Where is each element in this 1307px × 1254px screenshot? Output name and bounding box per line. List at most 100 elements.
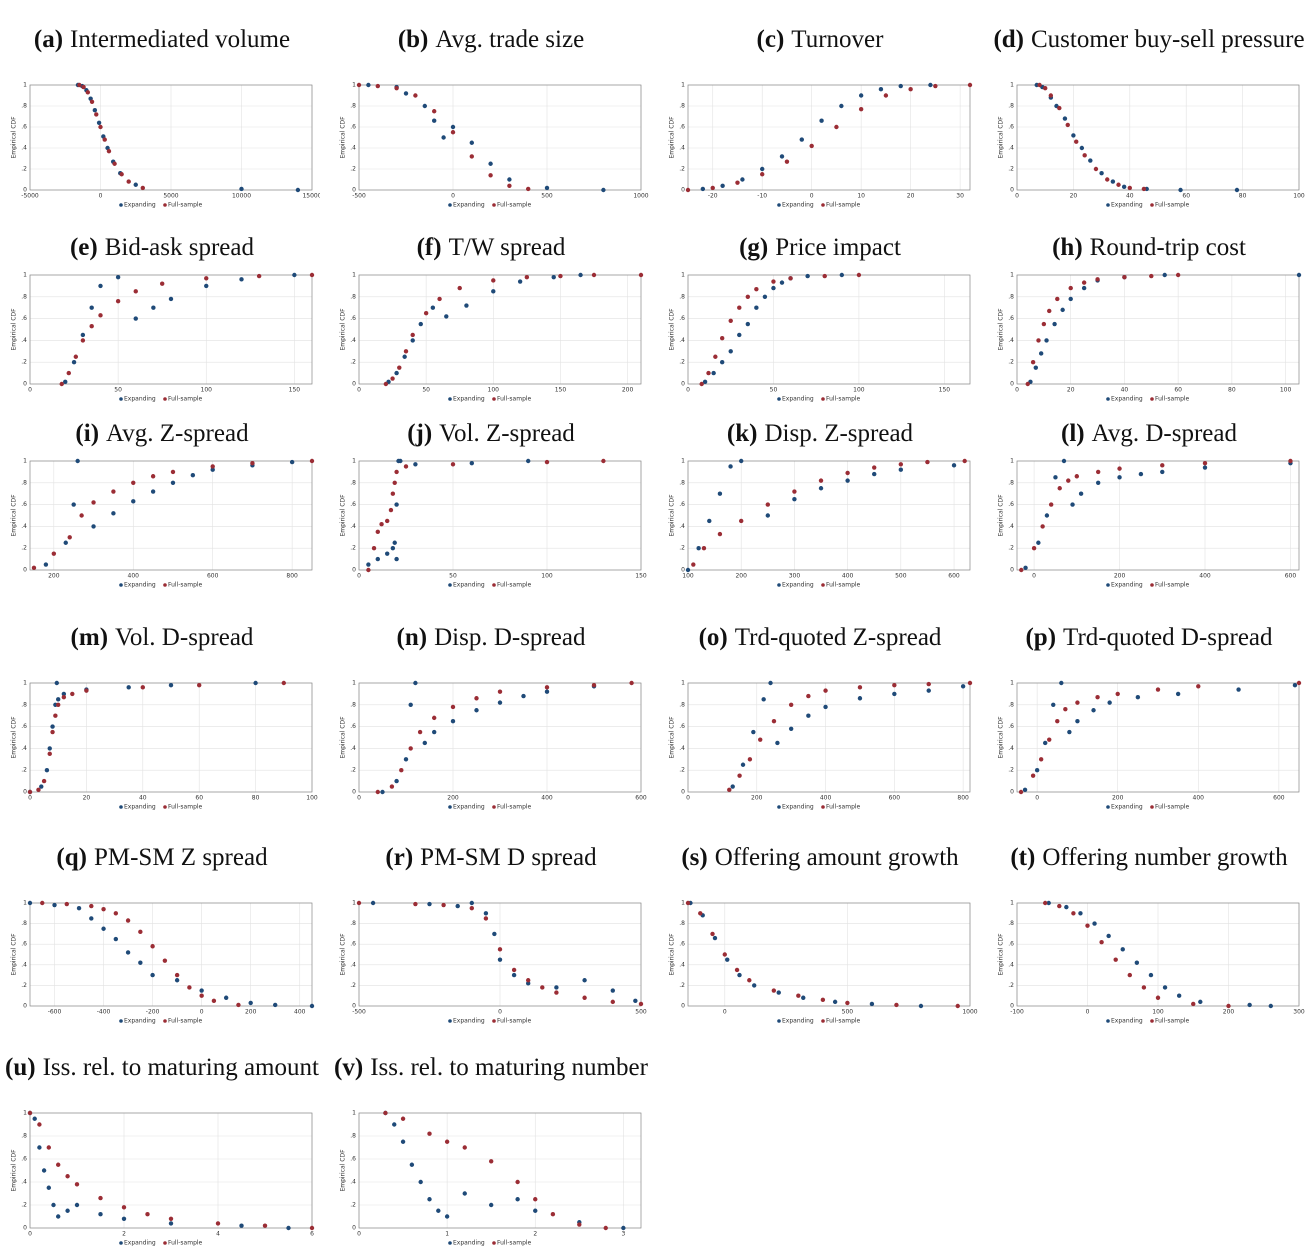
x-tick-label: 80	[1239, 193, 1247, 200]
y-tick-label: .2	[21, 166, 27, 173]
legend-marker	[492, 805, 496, 809]
point	[98, 124, 103, 130]
point	[423, 310, 429, 316]
point	[839, 103, 844, 109]
point	[1127, 185, 1132, 191]
point	[760, 166, 765, 172]
legend-label: Full-sample	[497, 582, 532, 589]
y-tick-label: .8	[21, 701, 27, 708]
chart: 0 .2 .4 .6 .8 1 0 50 100 150 Empirical CDF Expandin…	[340, 458, 647, 589]
point	[444, 1139, 450, 1144]
point	[771, 988, 777, 993]
point	[413, 93, 418, 98]
legend-label: Expanding	[124, 582, 156, 589]
y-tick-label: 0	[681, 381, 685, 388]
legend-label: Expanding	[453, 582, 485, 589]
point	[39, 784, 44, 789]
y-tick-label: 1	[681, 458, 685, 465]
point	[450, 124, 456, 130]
point	[603, 1225, 608, 1231]
point	[441, 902, 446, 908]
point	[366, 567, 371, 573]
y-tick-label: 1	[1010, 900, 1014, 907]
y-axis-label: Empirical CDF	[340, 308, 347, 351]
point	[1088, 158, 1093, 163]
legend-label: Full-sample	[497, 396, 532, 403]
y-axis-label: Empirical CDF	[669, 116, 676, 159]
x-tick-label: 150	[289, 387, 301, 394]
point	[1081, 285, 1087, 291]
point	[474, 696, 479, 701]
point	[101, 926, 106, 931]
point	[1047, 308, 1052, 314]
point	[1060, 307, 1065, 313]
y-tick-label: .6	[1008, 124, 1014, 131]
point	[174, 972, 180, 978]
point	[80, 338, 86, 343]
point	[818, 486, 824, 491]
legend-marker	[1106, 397, 1110, 401]
point	[98, 283, 103, 289]
point	[119, 172, 124, 177]
plot-frame	[29, 902, 313, 1007]
point	[1033, 365, 1038, 370]
y-tick-label: 0	[352, 567, 356, 574]
legend-marker	[119, 1241, 123, 1245]
point	[1115, 691, 1120, 697]
y-tick-label: 0	[1010, 187, 1014, 194]
x-tick-label: -500	[352, 193, 366, 200]
point	[1030, 360, 1036, 365]
point	[74, 1182, 80, 1187]
point	[474, 708, 479, 713]
point	[707, 518, 712, 524]
point	[544, 685, 550, 690]
point	[1061, 458, 1067, 464]
point	[1175, 691, 1181, 697]
x-tick-label: 0	[28, 387, 32, 394]
y-tick-label: .4	[350, 337, 356, 344]
point	[839, 272, 845, 278]
y-axis-label: Empirical CDF	[340, 116, 347, 159]
y-tick-label: .2	[1008, 767, 1014, 774]
x-tick-label: 20	[83, 795, 91, 802]
plot-frame	[29, 1112, 313, 1229]
x-tick-label: 20	[1070, 193, 1078, 200]
y-axis-label: Empirical CDF	[998, 716, 1005, 759]
x-tick-label: 150	[939, 387, 951, 394]
y-axis-label: Empirical CDF	[11, 716, 18, 759]
point	[801, 995, 806, 1000]
y-axis-label: Empirical CDF	[340, 494, 347, 537]
y-tick-label: .6	[21, 501, 27, 508]
y-tick-label: 0	[1010, 789, 1014, 796]
title: Vol. Z-spread	[439, 420, 575, 447]
panel-title: (d) Customer buy-sell pressure	[991, 0, 1307, 80]
legend-label: Full-sample	[168, 396, 203, 403]
point	[728, 349, 733, 354]
x-tick-label: 500	[635, 1009, 647, 1016]
point	[1043, 740, 1048, 746]
point	[469, 460, 474, 466]
plot-frame	[358, 84, 642, 191]
point	[1091, 708, 1096, 713]
x-tick-label: 100	[1280, 387, 1292, 394]
point	[27, 1110, 33, 1116]
x-tick-label: 0	[1015, 193, 1019, 200]
x-tick-label: 80	[1228, 387, 1236, 394]
plot-frame	[358, 902, 642, 1007]
x-tick-label: 400	[842, 573, 854, 580]
x-tick-label: 100	[201, 387, 213, 394]
point	[507, 177, 512, 182]
y-tick-label: 1	[352, 272, 356, 279]
y-tick-label: .8	[679, 701, 685, 708]
legend-marker	[1106, 805, 1110, 809]
panel-label: (n)	[396, 624, 428, 651]
y-tick-label: 1	[352, 1110, 356, 1117]
x-tick-label: 400	[1199, 573, 1211, 580]
point	[133, 182, 138, 187]
point	[1078, 491, 1084, 496]
point	[820, 997, 826, 1003]
point	[727, 787, 732, 793]
x-tick-label: -20	[708, 193, 718, 200]
x-tick-label: 100	[1293, 193, 1305, 200]
